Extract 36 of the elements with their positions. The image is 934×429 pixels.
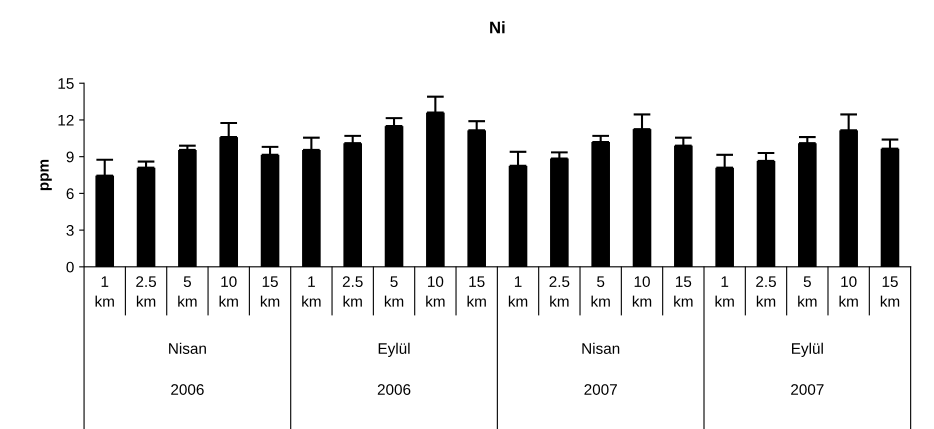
x-tick-label: 10 km [220, 276, 238, 307]
x-tick-label: 2.5 km [136, 276, 156, 307]
y-tick-label: 3 [66, 224, 74, 236]
y-axis-title: ppm [40, 160, 52, 190]
x-tick-label: 1 km [96, 276, 114, 307]
text: 2006 [378, 384, 410, 395]
x-tick-label: 10 km [632, 276, 652, 307]
x-tick-label: 1 km [716, 276, 734, 307]
chart-title: Ni [490, 21, 505, 34]
x-tick-label: 1 km [302, 276, 321, 307]
x-tick-label: 5 km [384, 276, 404, 307]
x-tick-label: 5 km [178, 276, 197, 307]
y-tick-label: 6 [66, 188, 74, 200]
text: 2006 [171, 384, 204, 395]
x-tick-label: 15 km [674, 276, 693, 307]
text: Nisan [582, 342, 620, 354]
x-tick-label: 2.5 km [342, 276, 363, 307]
x-tick-label: 10 km [840, 276, 858, 307]
x-tick-label: 5 km [798, 276, 816, 307]
x-tick-label: 2.5 km [550, 276, 570, 307]
y-tick-label: 0 [66, 262, 74, 273]
x-tick-label: 15 km [468, 276, 486, 307]
x-tick-label: 2.5 km [756, 276, 776, 307]
text: 2007 [791, 384, 824, 395]
y-tick-label: 15 [58, 78, 74, 89]
y-tick-label: 12 [58, 114, 74, 126]
x-tick-label: 10 km [426, 276, 445, 307]
text: Eylül [792, 342, 823, 357]
x-tick-label: 1 km [508, 276, 528, 307]
y-tick-label: 9 [66, 152, 74, 162]
x-tick-label: 15 km [260, 276, 280, 307]
text: Eylül [378, 342, 410, 357]
x-tick-label: 15 km [880, 276, 900, 307]
text: 2007 [584, 384, 617, 395]
x-tick-label: 5 km [592, 276, 610, 307]
text: Nisan [169, 342, 206, 354]
